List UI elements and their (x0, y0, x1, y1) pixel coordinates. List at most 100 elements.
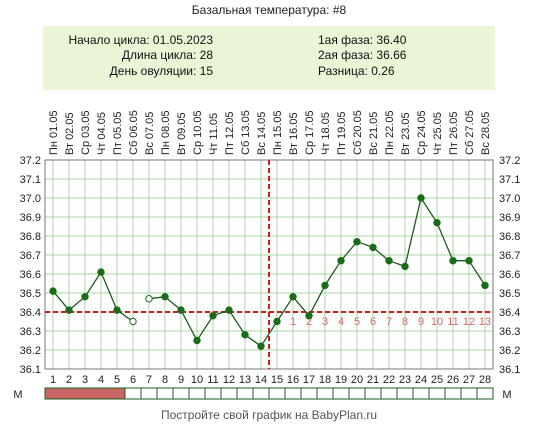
day-number-label: 26 (447, 374, 459, 386)
menstruation-cell (476, 387, 494, 400)
date-label: Сб 27.05 (464, 110, 476, 155)
day-number-label: 1 (50, 374, 56, 386)
date-label: Вт 16.05 (288, 112, 300, 155)
day-number-label: 9 (178, 374, 184, 386)
temperature-point (65, 306, 73, 314)
day-number-label: 21 (367, 374, 379, 386)
menstruation-cell (444, 387, 462, 400)
menstruation-cell (172, 387, 190, 400)
temperature-point (161, 293, 169, 301)
temperature-point (49, 287, 57, 295)
temperature-point (97, 268, 105, 276)
difference-text: Разница: 0.26 (318, 64, 395, 78)
menstruation-cell (396, 387, 414, 400)
day-number-label: 14 (255, 374, 267, 386)
y-tick-label-left: 36.8 (20, 231, 41, 243)
menstruation-cell (252, 387, 270, 400)
temperature-point (321, 281, 329, 290)
day-number-label: 10 (191, 374, 203, 386)
phase2-day-label: 11 (447, 316, 458, 328)
temperature-point (433, 219, 441, 227)
menstruation-cell (236, 387, 254, 400)
phase2-day-label: 8 (402, 316, 408, 328)
phase2-day-label: 10 (431, 316, 443, 328)
y-tick-label-left: 37.0 (20, 193, 41, 205)
menstruation-cell (204, 387, 222, 400)
day-number-label: 6 (130, 374, 136, 386)
date-label: Пт 26.05 (448, 111, 460, 155)
menstruation-cell (44, 387, 62, 400)
menstruation-cell (460, 387, 478, 400)
menstruation-cell (364, 387, 382, 400)
temperature-point (289, 293, 297, 301)
date-label: Вс 14.05 (256, 112, 268, 155)
date-label: Пт 19.05 (336, 111, 348, 155)
menstruation-row-border (44, 387, 494, 400)
date-label: Ср 17.05 (304, 110, 316, 155)
date-label: Ср 10.05 (192, 110, 204, 155)
menstruation-cell (268, 387, 286, 400)
m-label-left: М (13, 389, 22, 401)
temperature-line (52, 197, 486, 347)
y-tick-label-left: 36.6 (20, 269, 41, 281)
menstruation-cell (412, 387, 430, 400)
day-number-label: 17 (303, 374, 315, 386)
date-label: Чт 11.05 (208, 113, 220, 155)
cycle-length-text: Длина цикла: 28 (121, 48, 213, 62)
menstruation-cell (92, 387, 110, 400)
y-tick-label-right: 37.0 (499, 193, 520, 205)
y-tick-label-left: 36.9 (20, 212, 41, 224)
day-number-label: 12 (223, 374, 235, 386)
day-number-label: 13 (239, 374, 251, 386)
m-label-right: М (502, 389, 511, 401)
menstruation-cell (332, 387, 350, 400)
date-label: Пн 01.05 (48, 110, 60, 155)
day-number-label: 3 (82, 374, 88, 386)
temperature-point (417, 194, 425, 202)
menstruation-cell (428, 387, 446, 400)
temperature-point (129, 317, 137, 326)
footer-link-text[interactable]: Постройте свой график на BabyPlan.ru (160, 408, 378, 422)
date-label: Чт 25.05 (432, 112, 444, 155)
date-label: Вт 23.05 (400, 112, 412, 155)
phase2-day-label: 7 (386, 316, 392, 328)
menstruation-cell (108, 387, 126, 400)
temperature-point (385, 257, 393, 265)
temperature-point (81, 293, 89, 301)
phase2-day-label: 5 (354, 316, 360, 328)
date-label: Сб 06.05 (128, 110, 140, 155)
y-tick-label-left: 36.7 (20, 250, 41, 262)
temperature-point (273, 317, 281, 326)
menstruation-cell (124, 387, 142, 400)
menstruation-cell (60, 387, 78, 400)
chart-title: Базальная температура: #8 (191, 3, 347, 17)
y-tick-label-left: 37.2 (20, 155, 41, 167)
y-tick-label-right: 36.4 (499, 307, 520, 319)
day-number-label: 20 (351, 374, 363, 386)
y-tick-label-right: 36.6 (499, 269, 520, 281)
date-label: Пн 08.05 (160, 110, 172, 155)
menstruation-cell (220, 387, 238, 400)
y-tick-label-right: 36.8 (499, 231, 520, 243)
day-number-label: 5 (114, 374, 120, 386)
date-label: Пн 22.05 (384, 110, 396, 155)
temperature-point (401, 262, 409, 271)
temperature-point (449, 257, 457, 265)
temperature-point (193, 336, 201, 345)
menstruation-cell (316, 387, 334, 400)
day-number-label: 27 (463, 374, 475, 386)
temperature-point (113, 306, 121, 314)
date-label: Вс 21.05 (368, 112, 380, 155)
date-label: Вт 02.05 (64, 112, 76, 155)
y-tick-label-left: 36.1 (20, 364, 41, 376)
phase2-text: 2ая фаза: 36.66 (318, 48, 407, 62)
day-number-label: 24 (415, 374, 427, 386)
y-tick-label-left: 36.4 (20, 307, 41, 319)
y-tick-label-left: 36.2 (20, 345, 41, 357)
temperature-point (481, 281, 489, 290)
cycle-info-panel: Начало цикла: 01.05.2023 Длина цикла: 28… (43, 26, 495, 90)
y-tick-label-left: 36.3 (20, 326, 41, 338)
ovulation-day-text: День овуляции: 15 (109, 64, 213, 78)
temperature-point (337, 257, 345, 265)
